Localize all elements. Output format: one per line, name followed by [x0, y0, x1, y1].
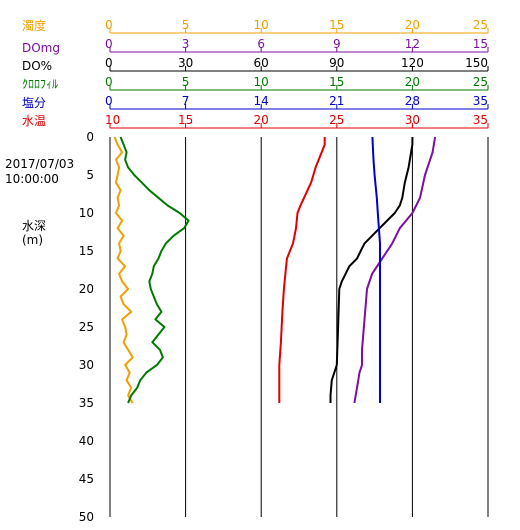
- scale-tick-label-salinity: 21: [329, 94, 344, 108]
- scale-tick-label-salinity: 28: [405, 94, 420, 108]
- scale-tick-label-turbidity: 10: [254, 18, 269, 32]
- scale-tick-label-chl: 10: [254, 75, 269, 89]
- scale-tick-label-turbidity: 20: [405, 18, 420, 32]
- scale-tick-label-domg: 3: [182, 37, 190, 51]
- scale-tick-label-domg: 0: [105, 37, 113, 51]
- depth-tick-label: 40: [79, 434, 94, 448]
- depth-tick-label: 45: [79, 472, 94, 486]
- depth-axis-unit: (m): [22, 233, 44, 247]
- scale-tick-label-domg: 9: [333, 37, 341, 51]
- scale-tick-label-temp: 30: [405, 113, 420, 127]
- scale-tick-label-temp: 10: [105, 113, 120, 127]
- scale-tick-label-turbidity: 0: [105, 18, 113, 32]
- scale-tick-label-domg: 15: [473, 37, 488, 51]
- profile-line-domg: [353, 136, 437, 404]
- scale-tick-label-dopct: 120: [401, 56, 424, 70]
- profile-line-dopct: [329, 137, 414, 403]
- profile-line-salinity: [371, 136, 381, 403]
- depth-axis-label: 水深: [22, 219, 47, 233]
- axis-name-turbidity: 濁度: [22, 19, 47, 33]
- depth-tick-label: 10: [79, 206, 94, 220]
- timestamp-time: 10:00:00: [5, 172, 59, 186]
- profile-line-turbidity: [113, 136, 134, 404]
- depth-tick-label: 15: [79, 244, 94, 258]
- scale-tick-label-salinity: 7: [182, 94, 190, 108]
- depth-tick-label: 5: [86, 168, 94, 182]
- depth-tick-label: 50: [79, 510, 94, 524]
- scale-tick-label-turbidity: 5: [182, 18, 190, 32]
- scale-tick-label-temp: 35: [473, 113, 488, 127]
- depth-tick-label: 20: [79, 282, 94, 296]
- scale-tick-label-dopct: 0: [105, 56, 113, 70]
- scale-tick-label-dopct: 150: [465, 56, 488, 70]
- scale-tick-label-temp: 20: [254, 113, 269, 127]
- axis-name-salinity: 塩分: [22, 96, 47, 110]
- scale-tick-label-salinity: 35: [473, 94, 488, 108]
- depth-tick-label: 30: [79, 358, 94, 372]
- scale-tick-label-chl: 25: [473, 75, 488, 89]
- scale-tick-label-dopct: 30: [178, 56, 193, 70]
- profile-line-chl: [119, 136, 190, 404]
- scale-tick-label-domg: 6: [257, 37, 265, 51]
- scale-tick-label-domg: 12: [405, 37, 420, 51]
- scale-tick-label-salinity: 0: [105, 94, 113, 108]
- scale-tick-label-turbidity: 25: [473, 18, 488, 32]
- timestamp-date: 2017/07/03: [5, 157, 75, 171]
- scale-tick-label-dopct: 90: [329, 56, 344, 70]
- scale-tick-label-chl: 15: [329, 75, 344, 89]
- depth-tick-label: 35: [79, 396, 94, 410]
- scale-tick-label-chl: 0: [105, 75, 113, 89]
- scale-tick-label-chl: 20: [405, 75, 420, 89]
- scale-tick-label-temp: 15: [178, 113, 193, 127]
- profile-line-temp: [278, 137, 326, 403]
- scale-tick-label-temp: 25: [329, 113, 344, 127]
- scale-tick-label-dopct: 60: [254, 56, 269, 70]
- axis-name-domg: DOmg: [22, 41, 60, 55]
- scale-tick-label-salinity: 14: [254, 94, 269, 108]
- axis-name-temp: 水温: [22, 114, 47, 128]
- axis-name-dopct: DO%: [22, 59, 53, 73]
- scale-tick-label-chl: 5: [182, 75, 190, 89]
- axis-name-chl: ｸﾛﾛﾌｨﾙ: [22, 77, 59, 91]
- depth-tick-label: 25: [79, 320, 94, 334]
- scale-tick-label-turbidity: 15: [329, 18, 344, 32]
- depth-tick-label: 0: [86, 130, 94, 144]
